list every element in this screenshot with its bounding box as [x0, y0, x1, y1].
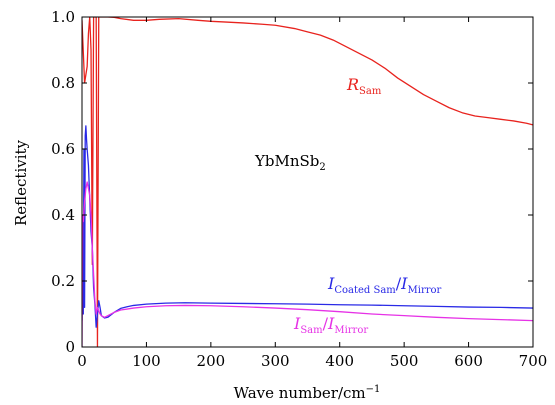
plot-layer	[82, 17, 533, 347]
x-tick-label: 0	[77, 352, 87, 370]
series-line-3	[82, 181, 533, 347]
sample-label: YbMnSb2	[254, 152, 326, 173]
x-tick-label: 500	[390, 352, 419, 370]
x-tick-label: 400	[325, 352, 354, 370]
y-axis-title: Reflectivity	[12, 139, 30, 226]
coated-ratio-label: ICoated Sam/IMirror	[327, 274, 442, 296]
y-tick-label: 0.6	[51, 140, 75, 158]
sam-ratio-label: ISam/IMirror	[293, 314, 368, 336]
axes-layer: 0 100 200 300 400 500 600 700 0 0.2 0.4 0.6 0.8 1.0	[51, 8, 547, 370]
y-tick-label: 0.2	[51, 272, 75, 290]
y-tick-label: 0.8	[51, 74, 75, 92]
series-line-1	[82, 17, 533, 347]
plot-frame	[81, 16, 534, 348]
x-tick-label: 700	[519, 352, 548, 370]
x-axis-title: Wave number/cm−1	[234, 384, 381, 402]
x-tick-label: 100	[132, 352, 161, 370]
r-sam-label: RSam	[346, 75, 382, 97]
y-tick-label: 0.4	[51, 206, 75, 224]
x-tick-label: 300	[261, 352, 290, 370]
y-tick-label: 0	[65, 338, 75, 356]
y-tick-label: 1.0	[51, 8, 75, 26]
x-tick-label: 200	[197, 352, 226, 370]
x-tick-label: 600	[454, 352, 483, 370]
